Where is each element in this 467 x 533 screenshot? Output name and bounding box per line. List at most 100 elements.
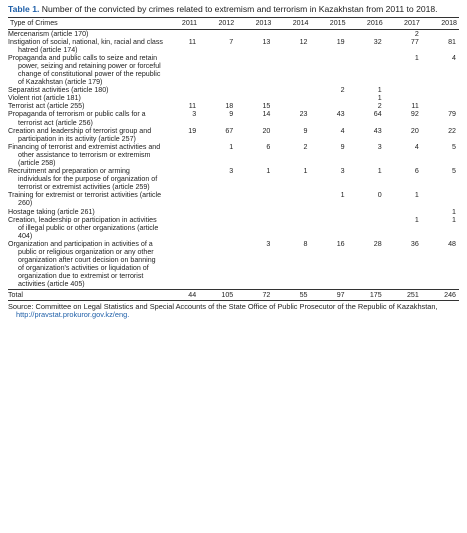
cell [348,54,385,86]
row-label: Hostage taking (article 261) [8,207,95,216]
cell [163,29,199,38]
row-label: Propaganda of terrorism or public calls … [8,110,146,127]
cell [310,102,347,110]
cell [236,94,273,102]
table-row: Separatist activities (article 180) 2 1 [8,86,459,94]
header-cell: 2015 [329,19,346,28]
header-cell: 2013 [255,19,272,28]
table-row: Organization and participation in activi… [8,240,459,289]
cell [310,29,347,38]
cell: 2 [340,86,345,95]
cell [422,29,459,38]
cell: 1 [303,167,308,176]
cell [163,208,199,216]
table-row: Creation, leadership or participation in… [8,216,459,240]
cell [385,208,422,216]
cell [273,208,310,216]
cell [348,208,385,216]
caption-text: Number of the convicted by crimes relate… [41,4,438,14]
cell: 1 [452,207,456,216]
cell [422,94,459,102]
cell [422,86,459,94]
table-row: Hostage taking (article 261) 1 [8,208,459,216]
cell: 1 [266,167,271,176]
source-note: Source: Committee on Legal Statistics an… [8,301,459,320]
row-label: Total [8,290,23,299]
cell: 175 [369,290,382,299]
cell: 14 [262,110,271,119]
cell: 48 [448,239,456,248]
table-row: Propaganda and public calls to seize and… [8,54,459,86]
cell: 2 [414,29,419,38]
cell: 20 [262,126,271,135]
source-link[interactable]: http://pravstat.prokuror.gov.kz/eng. [16,310,130,320]
cell [163,191,199,207]
cell: 32 [373,37,382,46]
cell [273,94,310,102]
cell: 5 [452,142,456,151]
cell [163,216,199,240]
cell: 72 [262,290,271,299]
cell: 64 [373,110,382,119]
cell: 1 [414,191,419,200]
caption-label: Table 1. [8,4,40,14]
cell [163,86,199,94]
table: Type of Crimes 2011 2012 2013 2014 2015 2016 20… [8,17,459,301]
cell: 1 [377,94,382,103]
table-row: Mercenarism (article 170) 2 [8,29,459,38]
header-cell: 2017 [404,19,420,28]
cell: 1 [377,167,382,176]
cell: 15 [262,102,271,111]
cell [163,143,199,167]
cell: 1 [414,215,419,224]
row-label: Recruitment and preparation or arming in… [8,167,158,192]
cell: 3 [229,167,234,176]
cell: 9 [303,126,308,135]
row-label: Violent riot (article 181) [8,94,81,103]
cell: 9 [229,110,234,119]
table-row: Violent riot (article 181) 1 [8,94,459,102]
cell: 23 [299,110,308,119]
cell [236,54,273,86]
cell: 20 [410,126,419,135]
header-cell: Type of Crimes [10,19,58,28]
cell: 3 [192,110,197,119]
page: Table 1. Number of the convicted by crim… [8,4,459,320]
cell: 4 [452,53,456,62]
cell: 4 [340,126,345,135]
cell [236,191,273,207]
cell: 3 [340,167,345,176]
cell: 2 [377,102,382,111]
cell: 18 [225,102,234,111]
cell [310,216,347,240]
cell: 1 [414,53,419,62]
cell [236,29,273,38]
caption: Table 1. Number of the convicted by crim… [8,4,459,14]
cell: 3 [377,142,382,151]
cell: 3 [266,239,271,248]
cell: 105 [221,290,234,299]
cell: 1 [229,142,234,151]
row-label: Organization and participation in activi… [8,239,156,289]
cell: 43 [336,110,345,119]
cell [199,191,236,207]
cell: 0 [377,191,382,200]
cell: 12 [299,37,308,46]
cell: 11 [188,102,197,111]
row-label: Training for extremist or terrorist acti… [8,191,162,208]
cell [199,86,236,94]
cell [163,240,199,289]
cell: 79 [448,110,456,119]
source-text: Source: Committee on Legal Statistics an… [8,301,438,311]
cell [163,54,199,86]
cell: 28 [373,239,382,248]
cell [273,54,310,86]
cell: 1 [377,86,382,95]
cell [273,216,310,240]
cell [199,216,236,240]
header-cell: 2018 [441,19,457,28]
cell: 19 [188,126,197,135]
header-cell: 2016 [366,19,383,28]
row-label: Creation and leadership of terrorist gro… [8,126,152,143]
cell: 92 [410,110,419,119]
